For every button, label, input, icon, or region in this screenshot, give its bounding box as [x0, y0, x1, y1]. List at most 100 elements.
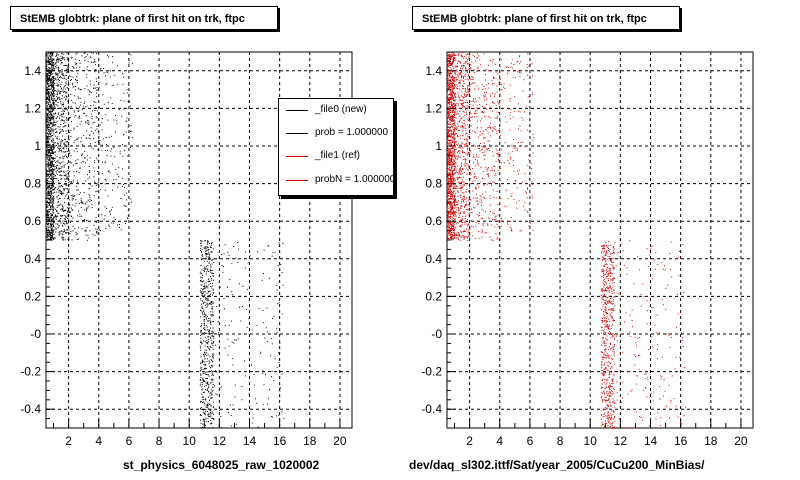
data-point: [453, 60, 455, 61]
data-point: [464, 139, 466, 141]
data-point: [50, 218, 52, 220]
data-point: [234, 396, 236, 398]
data-point: [49, 128, 51, 130]
data-point: [46, 200, 48, 202]
data-point: [48, 60, 50, 62]
data-point: [64, 125, 66, 127]
data-point: [453, 229, 455, 231]
data-point: [464, 158, 466, 160]
data-point: [452, 110, 454, 112]
data-point: [109, 211, 111, 213]
data-point: [449, 229, 451, 231]
data-point: [449, 236, 451, 238]
data-point: [245, 375, 246, 377]
data-point: [98, 64, 100, 66]
data-point: [51, 95, 53, 97]
data-point: [201, 343, 203, 345]
data-point: [81, 144, 83, 146]
data-point: [447, 129, 449, 131]
data-point: [50, 200, 52, 202]
data-point: [89, 200, 91, 202]
data-point: [47, 195, 49, 197]
data-point: [76, 126, 78, 128]
data-point: [276, 366, 278, 368]
data-point: [48, 214, 50, 216]
data-point: [53, 157, 55, 159]
data-point: [86, 105, 88, 107]
data-point: [80, 101, 82, 103]
data-point: [126, 89, 128, 91]
data-point: [447, 142, 449, 144]
data-point: [56, 79, 58, 81]
data-point: [208, 396, 209, 398]
data-point: [69, 152, 71, 154]
data-point: [462, 183, 464, 185]
data-point: [47, 126, 49, 128]
data-point: [447, 189, 449, 191]
data-point: [202, 377, 204, 379]
data-point: [53, 166, 55, 168]
data-point: [447, 166, 449, 168]
data-point: [215, 393, 217, 395]
data-point: [456, 85, 458, 87]
data-point: [49, 100, 51, 102]
data-point: [447, 231, 449, 233]
data-point: [448, 210, 450, 212]
data-point: [467, 169, 469, 171]
data-point: [257, 251, 259, 253]
data-point: [83, 157, 85, 159]
data-point: [464, 61, 466, 63]
data-point: [88, 94, 90, 96]
data-point: [272, 416, 274, 418]
data-point: [64, 91, 66, 93]
data-point: [72, 70, 74, 72]
data-point: [55, 167, 57, 169]
data-point: [457, 151, 459, 153]
data-point: [450, 141, 452, 143]
data-point: [78, 115, 80, 117]
data-point: [207, 415, 209, 417]
data-point: [61, 236, 63, 238]
data-point: [52, 151, 54, 152]
data-point: [447, 127, 448, 128]
data-point: [469, 149, 471, 151]
data-point: [452, 120, 454, 122]
data-point: [459, 61, 461, 63]
data-point: [50, 222, 52, 224]
data-point: [50, 84, 52, 86]
data-point: [46, 217, 48, 218]
data-point: [208, 412, 210, 414]
data-point: [468, 79, 469, 81]
data-point: [50, 57, 52, 59]
data-point: [51, 103, 53, 105]
data-point: [205, 378, 207, 379]
data-point: [75, 80, 77, 82]
data-point: [71, 181, 73, 182]
data-point: [447, 64, 449, 66]
data-point: [460, 187, 462, 188]
data-point: [49, 73, 51, 75]
data-point: [453, 53, 455, 55]
data-point: [488, 116, 490, 118]
data-point: [96, 87, 98, 88]
data-point: [456, 79, 458, 81]
data-point: [458, 156, 460, 158]
data-point: [96, 233, 98, 235]
data-point: [453, 238, 455, 239]
data-point: [208, 262, 210, 264]
data-point: [74, 139, 76, 141]
data-point: [79, 123, 81, 125]
data-point: [53, 95, 55, 97]
data-point: [211, 374, 213, 376]
data-point: [467, 230, 469, 232]
data-point: [62, 89, 64, 91]
data-point: [455, 97, 457, 98]
data-point: [52, 217, 54, 219]
data-point: [48, 71, 50, 73]
data-point: [95, 69, 97, 71]
data-point: [467, 85, 469, 87]
data-point: [47, 97, 48, 99]
data-point: [448, 211, 449, 213]
data-point: [454, 127, 456, 129]
data-point: [200, 330, 202, 332]
